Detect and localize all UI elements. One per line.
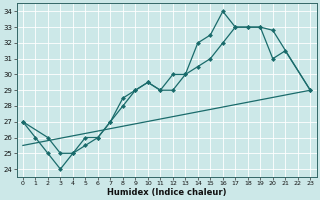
X-axis label: Humidex (Indice chaleur): Humidex (Indice chaleur)	[107, 188, 226, 197]
